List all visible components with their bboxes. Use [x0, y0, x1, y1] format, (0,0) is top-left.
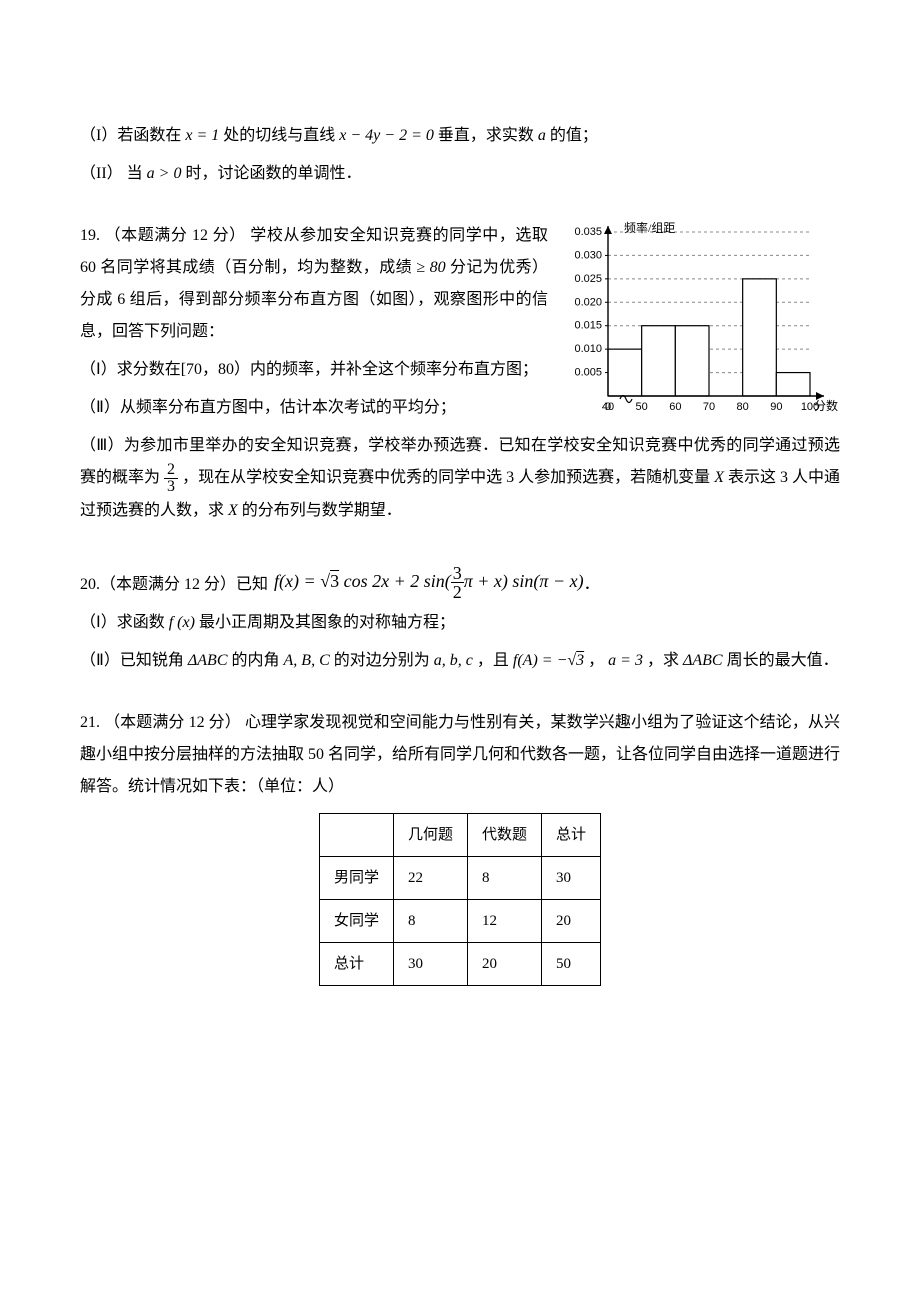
- frac-den: 3: [164, 479, 178, 495]
- table-cell: 总计: [319, 943, 393, 986]
- q19-p3: （Ⅲ）为参加市里举办的安全知识竞赛，学校举办预选赛．已知在学校安全知识竞赛中优秀…: [80, 430, 840, 527]
- angles: A, B, C: [284, 652, 330, 669]
- table-row: 总计302050: [319, 943, 600, 986]
- fn: f (x): [169, 614, 195, 631]
- text: ，: [588, 652, 604, 669]
- q19: 0.0050.0100.0150.0200.0250.0300.03504050…: [80, 220, 840, 533]
- fraction: 2 3: [164, 462, 178, 495]
- table-header: [319, 814, 393, 857]
- text: 的值；: [550, 127, 598, 144]
- qnum: 19.: [80, 227, 100, 244]
- table-header: 总计: [542, 814, 601, 857]
- table-row: 女同学81220: [319, 900, 600, 943]
- table-cell: 22: [393, 857, 467, 900]
- table-cell: 30: [393, 943, 467, 986]
- svg-text:0.035: 0.035: [574, 226, 602, 238]
- svg-text:0.020: 0.020: [574, 296, 602, 308]
- text: 周长的最大值．: [727, 652, 839, 669]
- q21: 21. （本题满分 12 分） 心理学家发现视觉和空间能力与性别有关，某数学兴趣…: [80, 707, 840, 986]
- text: 垂直，求实数: [438, 127, 534, 144]
- table-row: 男同学22830: [319, 857, 600, 900]
- table-cell: 8: [468, 857, 542, 900]
- q21-text: 21. （本题满分 12 分） 心理学家发现视觉和空间能力与性别有关，某数学兴趣…: [80, 707, 840, 803]
- table-cell: 30: [542, 857, 601, 900]
- svg-text:80: 80: [737, 401, 749, 413]
- q20-p1: （Ⅰ）求函数 f (x) 最小正周期及其图象的对称轴方程；: [80, 607, 840, 639]
- q20-formula: f(x) = √3 cos 2x + 2 sin(32π + x) sin(π …: [274, 563, 584, 601]
- score: （本题满分 12 分）: [100, 569, 236, 601]
- var: X: [228, 502, 238, 519]
- period: ．: [584, 569, 600, 601]
- text: 最小正周期及其图象的对称轴方程；: [199, 614, 455, 631]
- text: ，求: [647, 652, 679, 669]
- q21-table: 几何题代数题总计男同学22830女同学81220总计302050: [319, 813, 601, 986]
- tri: ΔABC: [683, 652, 723, 669]
- text: 已知: [236, 569, 268, 601]
- text: 处的切线与直线: [223, 127, 335, 144]
- svg-text:分数: 分数: [814, 398, 838, 413]
- qnum: 20.: [80, 569, 100, 601]
- table-cell: 8: [393, 900, 467, 943]
- eq2: a = 3: [608, 652, 643, 669]
- table-cell: 女同学: [319, 900, 393, 943]
- qnum: 21.: [80, 714, 100, 731]
- svg-text:40: 40: [602, 401, 614, 413]
- table-header: 代数题: [468, 814, 542, 857]
- svg-text:0.005: 0.005: [574, 367, 602, 379]
- text: ，现在从学校安全知识竞赛中优秀的同学中选 3 人参加预选赛，若随机变量: [182, 469, 710, 486]
- threshold: ≥ 80: [416, 259, 445, 276]
- q18-part2: （II） 当 a > 0 时，讨论函数的单调性．: [80, 158, 840, 190]
- eq: x = 1: [185, 127, 219, 144]
- tri: ΔABC: [188, 652, 228, 669]
- frac-num: 2: [164, 462, 178, 479]
- svg-text:50: 50: [636, 401, 648, 413]
- q20-lead: 20. （本题满分 12 分） 已知 f(x) = √3 cos 2x + 2 …: [80, 563, 840, 601]
- sides: a, b, c: [434, 652, 473, 669]
- score: （本题满分 12 分）: [105, 227, 246, 244]
- text: 的分布列与数学期望．: [242, 502, 402, 519]
- text: 的内角: [232, 652, 280, 669]
- var: a: [538, 127, 546, 144]
- cond: a > 0: [147, 165, 182, 182]
- q18-part1: （I）若函数在 x = 1 处的切线与直线 x − 4y − 2 = 0 垂直，…: [80, 120, 840, 152]
- svg-text:70: 70: [703, 401, 715, 413]
- table-cell: 20: [542, 900, 601, 943]
- q20-p2: （Ⅱ）已知锐角 ΔABC 的内角 A, B, C 的对边分别为 a, b, c …: [80, 645, 840, 677]
- svg-text:0.010: 0.010: [574, 343, 602, 355]
- table-cell: 50: [542, 943, 601, 986]
- q20: 20. （本题满分 12 分） 已知 f(x) = √3 cos 2x + 2 …: [80, 563, 840, 677]
- svg-text:频率/组距: 频率/组距: [624, 220, 675, 235]
- text: 时，讨论函数的单调性．: [185, 165, 361, 182]
- text: （Ⅱ）已知锐角: [80, 652, 184, 669]
- eq1: f(A) = −√3: [513, 652, 584, 669]
- svg-text:0.015: 0.015: [574, 320, 602, 332]
- svg-text:0.025: 0.025: [574, 273, 602, 285]
- table-cell: 男同学: [319, 857, 393, 900]
- table-cell: 12: [468, 900, 542, 943]
- table-header: 几何题: [393, 814, 467, 857]
- text: （Ⅰ）求函数: [80, 614, 165, 631]
- text: （I）若函数在: [80, 127, 181, 144]
- svg-text:0.030: 0.030: [574, 249, 602, 261]
- svg-text:90: 90: [770, 401, 782, 413]
- histogram-svg: 0.0050.0100.0150.0200.0250.0300.03504050…: [560, 220, 840, 420]
- text: （II） 当: [80, 165, 143, 182]
- text: ，且: [477, 652, 509, 669]
- eq: x − 4y − 2 = 0: [339, 127, 434, 144]
- score: （本题满分 12 分）: [104, 714, 241, 731]
- histogram-figure: 0.0050.0100.0150.0200.0250.0300.03504050…: [560, 220, 840, 420]
- text: 的对边分别为: [334, 652, 430, 669]
- svg-text:60: 60: [669, 401, 681, 413]
- var: X: [714, 469, 724, 486]
- table-cell: 20: [468, 943, 542, 986]
